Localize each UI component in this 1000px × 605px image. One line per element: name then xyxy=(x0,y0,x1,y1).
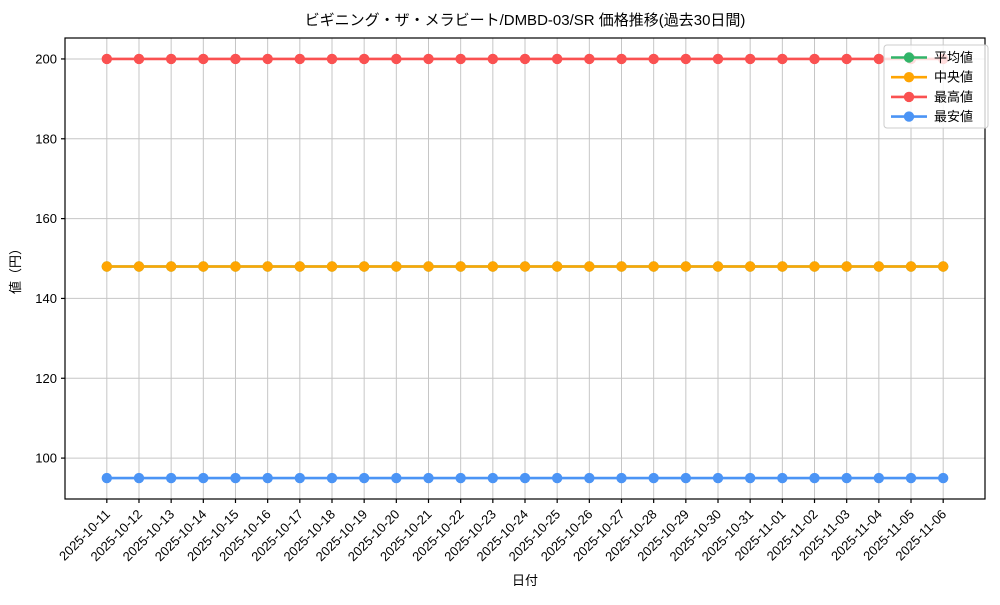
series-marker-最安値 xyxy=(616,472,627,484)
series-marker-最高値 xyxy=(101,53,113,65)
series-marker-最高値 xyxy=(294,53,306,65)
series-marker-中央値 xyxy=(198,261,209,272)
series-marker-中央値 xyxy=(519,261,531,272)
series-marker-最安値 xyxy=(198,472,209,484)
series-marker-最安値 xyxy=(294,472,306,484)
series-marker-最高値 xyxy=(680,53,692,65)
series-marker-最高値 xyxy=(133,53,145,65)
series-marker-最高値 xyxy=(230,53,241,65)
series-marker-最高値 xyxy=(648,53,659,65)
series-marker-中央値 xyxy=(455,261,466,272)
series-marker-中央値 xyxy=(841,261,852,272)
series-marker-中央値 xyxy=(616,261,627,272)
series-marker-最高値 xyxy=(777,53,788,65)
series-marker-最安値 xyxy=(809,472,820,484)
series-marker-最安値 xyxy=(551,472,563,484)
series-marker-最高値 xyxy=(487,53,499,65)
series-marker-最高値 xyxy=(712,53,724,65)
legend-sample-marker xyxy=(903,91,915,103)
y-tick-label: 120 xyxy=(35,371,57,386)
series-marker-中央値 xyxy=(937,261,949,272)
legend-label-平均値: 平均値 xyxy=(934,50,973,65)
legend-label-最高値: 最高値 xyxy=(934,89,973,104)
series-marker-最安値 xyxy=(937,472,949,484)
series-marker-中央値 xyxy=(777,261,788,272)
series-marker-中央値 xyxy=(905,261,917,272)
series-marker-中央値 xyxy=(133,261,145,272)
series-marker-中央値 xyxy=(648,261,659,272)
legend-label-中央値: 中央値 xyxy=(934,70,973,85)
y-tick-label: 140 xyxy=(35,291,57,306)
y-tick-label: 100 xyxy=(35,451,57,466)
legend-box xyxy=(883,44,989,129)
legend-sample-marker xyxy=(903,111,915,122)
series-marker-最安値 xyxy=(744,472,756,484)
series-marker-中央値 xyxy=(584,261,595,272)
series-marker-最高値 xyxy=(262,53,273,65)
series-marker-最高値 xyxy=(616,53,627,65)
series-marker-最高値 xyxy=(744,53,756,65)
series-marker-中央値 xyxy=(744,261,756,272)
series-marker-最高値 xyxy=(165,53,177,65)
series-marker-最安値 xyxy=(230,472,241,484)
series-marker-中央値 xyxy=(551,261,563,272)
series-marker-最安値 xyxy=(391,472,402,484)
series-marker-最安値 xyxy=(648,472,659,484)
series-marker-最高値 xyxy=(455,53,466,65)
chart-title: ビギニング・ザ・メラビート/DMBD-03/SR 価格推移(過去30日間) xyxy=(305,12,746,29)
x-axis-label: 日付 xyxy=(512,573,538,588)
series-marker-中央値 xyxy=(712,261,724,272)
series-marker-最高値 xyxy=(358,53,370,65)
series-marker-中央値 xyxy=(391,261,402,272)
series-marker-最高値 xyxy=(198,53,209,65)
series-marker-最高値 xyxy=(873,53,885,65)
series-marker-中央値 xyxy=(873,261,885,272)
y-tick-label: 200 xyxy=(35,51,57,66)
series-marker-中央値 xyxy=(262,261,273,272)
series-marker-最安値 xyxy=(262,472,273,484)
series-marker-最安値 xyxy=(841,472,852,484)
legend-sample-marker xyxy=(903,72,915,83)
series-marker-中央値 xyxy=(294,261,306,272)
series-marker-最安値 xyxy=(423,472,434,484)
series-marker-最安値 xyxy=(712,472,724,484)
y-tick-label: 160 xyxy=(35,211,57,226)
legend-sample-marker xyxy=(903,52,915,63)
series-marker-最高値 xyxy=(809,53,820,65)
series-marker-中央値 xyxy=(423,261,434,272)
series-marker-最高値 xyxy=(841,53,852,65)
series-marker-最安値 xyxy=(101,472,113,484)
series-marker-中央値 xyxy=(326,261,338,272)
series-marker-最安値 xyxy=(133,472,145,484)
series-marker-最安値 xyxy=(777,472,788,484)
series-marker-最高値 xyxy=(551,53,563,65)
series-marker-最安値 xyxy=(519,472,531,484)
legend-label-最安値: 最安値 xyxy=(934,109,973,124)
y-tick-label: 180 xyxy=(35,131,57,146)
series-marker-最高値 xyxy=(423,53,434,65)
series-marker-最高値 xyxy=(326,53,338,65)
series-marker-最安値 xyxy=(873,472,885,484)
series-marker-中央値 xyxy=(165,261,177,272)
series-marker-最高値 xyxy=(519,53,531,65)
series-marker-最安値 xyxy=(358,472,370,484)
series-marker-最安値 xyxy=(455,472,466,484)
series-marker-中央値 xyxy=(230,261,241,272)
series-marker-最安値 xyxy=(165,472,177,484)
series-marker-中央値 xyxy=(358,261,370,272)
y-axis-label: 値（円） xyxy=(8,242,23,294)
series-marker-中央値 xyxy=(680,261,692,272)
series-marker-最安値 xyxy=(584,472,595,484)
series-marker-最安値 xyxy=(487,472,499,484)
series-marker-中央値 xyxy=(809,261,820,272)
series-marker-最安値 xyxy=(326,472,338,484)
series-marker-最高値 xyxy=(584,53,595,65)
series-marker-中央値 xyxy=(101,261,113,272)
series-marker-中央値 xyxy=(487,261,499,272)
series-marker-最高値 xyxy=(391,53,402,65)
series-marker-最安値 xyxy=(680,472,692,484)
series-marker-最安値 xyxy=(905,472,917,484)
